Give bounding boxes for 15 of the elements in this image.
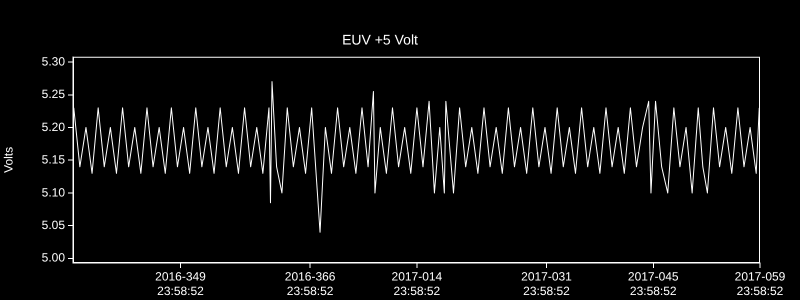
- y-tick-label: 5.00: [42, 250, 66, 265]
- y-tick-label: 5.25: [42, 87, 66, 102]
- chart-title: EUV +5 Volt: [342, 31, 418, 48]
- y-tick-label: 5.10: [42, 185, 66, 200]
- x-tick-label: 2017-059 23:58:52: [734, 270, 786, 298]
- x-tick-label: 2017-031 23:58:52: [521, 270, 572, 298]
- x-tick-label: 2016-366 23:58:52: [284, 270, 336, 298]
- y-tick-label: 5.05: [42, 218, 66, 232]
- x-tick-label: 2017-014 23:58:52: [392, 270, 443, 298]
- x-tick-label: 2016-349 23:58:52: [155, 270, 206, 298]
- y-axis-title: Volts: [2, 146, 16, 173]
- y-tick-label: 5.20: [42, 120, 66, 134]
- y-tick-label: 5.30: [42, 54, 66, 68]
- y-tick-label: 5.15: [42, 152, 66, 167]
- x-tick-label: 2017-045 23:58:52: [628, 270, 679, 298]
